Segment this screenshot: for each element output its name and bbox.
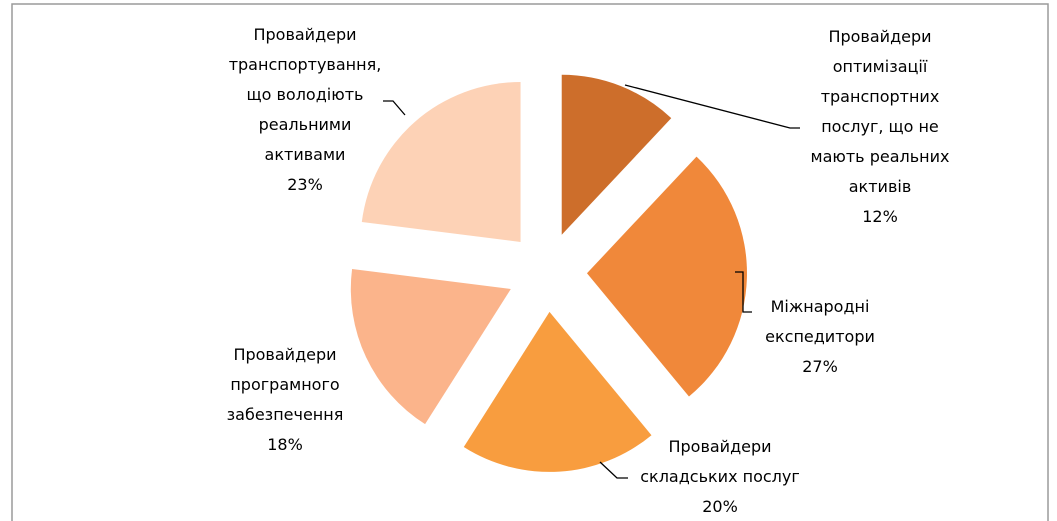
category-name: Провайдери складських послуг xyxy=(640,437,800,486)
category-name: Міжнародні експедитори xyxy=(765,297,875,346)
value-label: 27% xyxy=(802,357,838,376)
slice-label: Провайдери складських послуг 20% xyxy=(640,432,800,521)
slice xyxy=(561,74,672,235)
slice-label: Провайдери транспортування, що володіють… xyxy=(229,20,382,200)
leader-line xyxy=(383,100,406,116)
category-name: Провайдери програмного забезпечення xyxy=(226,345,344,424)
leader-line xyxy=(624,84,800,129)
category-name: Провайдери транспортування, що володіють… xyxy=(228,25,382,164)
slice xyxy=(463,311,652,472)
slice xyxy=(361,81,521,242)
value-label: 18% xyxy=(267,435,303,454)
slice xyxy=(586,156,747,397)
value-label: 12% xyxy=(862,207,898,226)
slice-label: Провайдери оптимізації транспортних посл… xyxy=(811,22,950,232)
category-name: Провайдери оптимізації транспортних посл… xyxy=(810,27,950,196)
slice xyxy=(350,268,511,425)
slice-label: Міжнародні експедитори 27% xyxy=(765,292,875,382)
value-label: 23% xyxy=(287,175,323,194)
leader-line xyxy=(599,461,628,479)
slice-label: Провайдери програмного забезпечення 18% xyxy=(227,340,344,460)
leader-line xyxy=(735,271,752,313)
value-label: 20% xyxy=(702,497,738,516)
